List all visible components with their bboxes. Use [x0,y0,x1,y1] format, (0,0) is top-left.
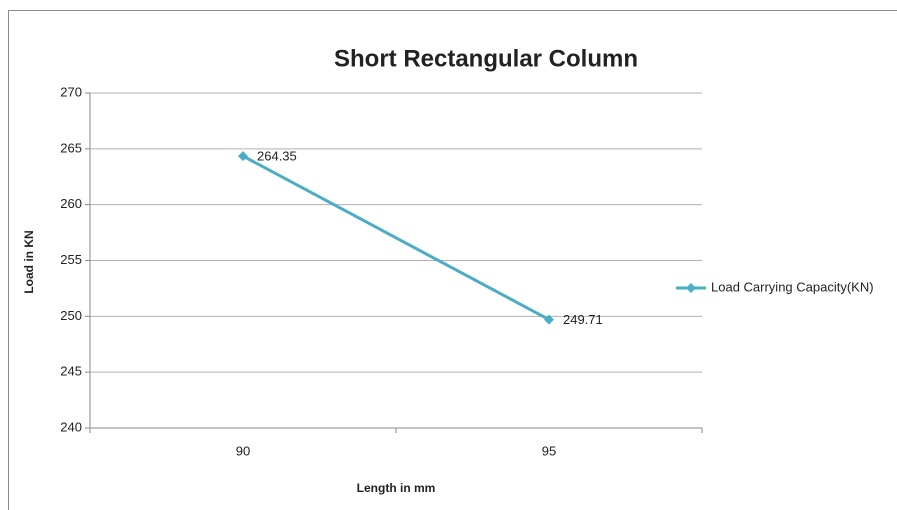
data-point [238,151,248,162]
series-line [242,154,550,321]
x-axis-label: Length in mm [357,481,436,495]
data-label: 264.35 [257,149,297,164]
y-axis-label: Load in KN [22,230,36,293]
x-tick-label: 95 [542,443,556,458]
y-tick-label: 265 [60,140,82,155]
y-tick-label: 260 [60,196,82,211]
data-label: 249.71 [563,312,603,327]
data-point [544,314,554,325]
y-tick-label: 255 [60,252,82,267]
y-tick-label: 250 [60,308,82,323]
legend-label: Load Carrying Capacity(KN) [711,279,874,294]
chart-title: Short Rectangular Column [334,45,638,72]
y-tick-label: 270 [60,84,82,99]
x-tick-label: 90 [236,443,250,458]
y-tick-label: 240 [60,419,82,434]
legend-marker [686,283,696,293]
y-tick-label: 245 [60,364,82,379]
